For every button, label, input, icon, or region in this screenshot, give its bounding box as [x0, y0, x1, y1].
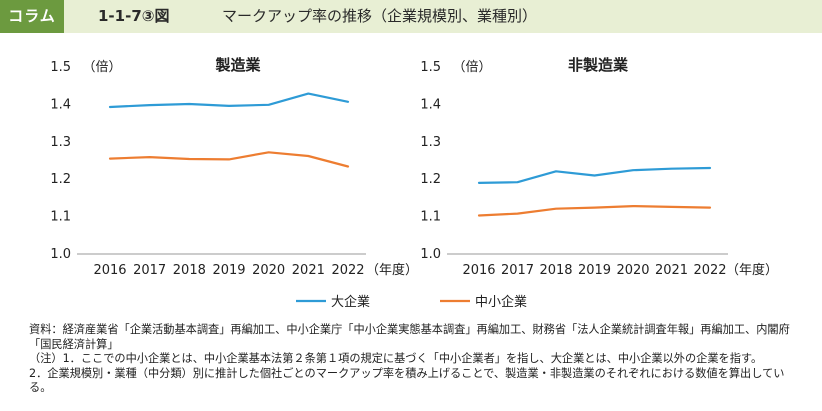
figure-number: 1-1-7③図 [98, 7, 170, 25]
y-tick-label: 1.5 [420, 60, 441, 75]
series-line-sme [108, 151, 350, 168]
figure-title: マークアップ率の推移（企業規模別、業種別） [222, 7, 538, 25]
x-tick-label: 2018 [173, 263, 206, 278]
series-line-large [477, 166, 712, 184]
x-axis-unit-label: （年度） [366, 262, 418, 278]
chart-title: 製造業 [214, 56, 261, 74]
x-tick-label: 2020 [252, 263, 285, 278]
x-tick-label: 2018 [539, 263, 572, 278]
x-axis-unit-label: （年度） [726, 262, 778, 278]
legend-label-large: 大企業 [331, 294, 370, 310]
x-tick-label: 2017 [133, 263, 166, 278]
x-tick-label: 2017 [501, 263, 534, 278]
x-tick-label: 2021 [655, 263, 688, 278]
source-note: 資料：経済産業省「企業活動基本調査」再編加工、中小企業庁「中小企業実態基本調査」… [29, 323, 790, 351]
column-tag: コラム [0, 0, 64, 33]
series-line-sme [477, 205, 712, 217]
figure-header: コラム 1-1-7③図 マークアップ率の推移（企業規模別、業種別） [0, 0, 822, 33]
x-tick-label: 2020 [616, 263, 649, 278]
notes: 資料：経済産業省「企業活動基本調査」再編加工、中小企業庁「中小企業実態基本調査」… [29, 323, 804, 396]
x-tick-label: 2019 [578, 263, 611, 278]
x-tick-label: 2022 [331, 263, 364, 278]
x-tick-label: 2021 [292, 263, 325, 278]
series-line-large [108, 92, 350, 109]
y-tick-label: 1.2 [420, 172, 441, 187]
x-tick-label: 2016 [462, 263, 495, 278]
y-tick-label: 1.1 [420, 210, 441, 225]
legend-label-sme: 中小企業 [475, 294, 527, 310]
x-tick-label: 2016 [93, 263, 126, 278]
y-tick-label: 1.0 [50, 247, 71, 262]
y-tick-label: 1.3 [420, 135, 441, 150]
y-tick-label: 1.0 [420, 247, 441, 262]
y-axis-unit-label: （倍） [82, 60, 121, 75]
y-tick-label: 1.2 [50, 172, 71, 187]
x-tick-label: 2022 [693, 263, 726, 278]
x-tick-label: 2019 [212, 263, 245, 278]
y-tick-label: 1.1 [50, 210, 71, 225]
y-tick-label: 1.3 [50, 135, 71, 150]
y-tick-label: 1.5 [50, 60, 71, 75]
y-tick-label: 1.4 [50, 97, 71, 112]
chart-title: 非製造業 [568, 56, 629, 74]
y-tick-label: 1.4 [420, 97, 441, 112]
note-1: （注）1．ここでの中小企業とは、中小企業基本法第２条第１項の規定に基づく「中小企… [29, 352, 763, 365]
note-2: 2．企業規模別・業種（中分類）別に推計した個社ごとのマークアップ率を積み上げるこ… [29, 366, 785, 395]
y-axis-unit-label: （倍） [452, 60, 491, 75]
